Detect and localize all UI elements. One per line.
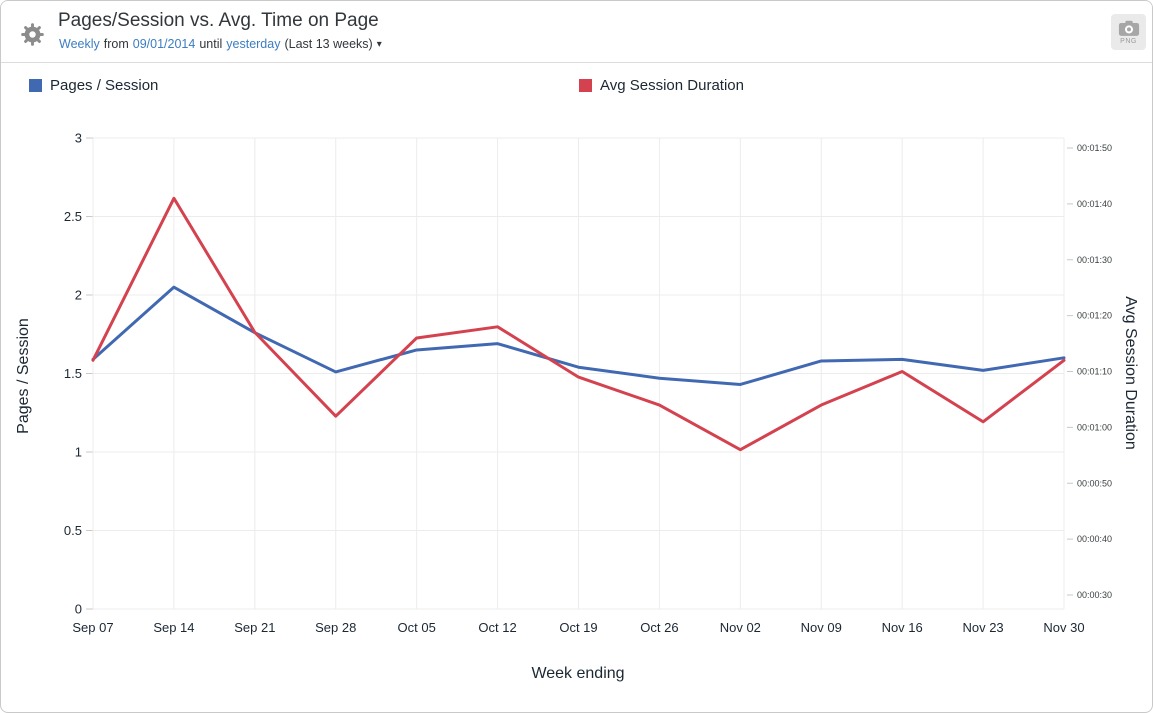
- page-title: Pages/Session vs. Avg. Time on Page: [58, 10, 379, 31]
- left-tick-label: 1.5: [64, 366, 82, 381]
- frequency-link[interactable]: Weekly: [59, 37, 100, 51]
- right-tick-label: 00:01:00: [1077, 422, 1112, 432]
- x-tick-label: Sep 21: [234, 620, 275, 635]
- legend-swatch-red: [579, 79, 592, 92]
- right-tick-label: 00:01:30: [1077, 255, 1112, 265]
- x-tick-label: Oct 19: [559, 620, 597, 635]
- legend-label: Pages / Session: [50, 77, 159, 94]
- gear-icon[interactable]: [20, 22, 45, 47]
- end-date-link[interactable]: yesterday: [226, 37, 281, 51]
- legend-item-avg-session-duration[interactable]: Avg Session Duration: [579, 77, 744, 94]
- x-tick-label: Oct 12: [478, 620, 516, 635]
- right-tick-label: 00:01:10: [1077, 367, 1112, 377]
- x-tick-label: Sep 14: [153, 620, 194, 635]
- x-tick-label: Sep 28: [315, 620, 356, 635]
- right-axis-title: Avg Session Duration: [1122, 296, 1139, 450]
- start-date-link[interactable]: 09/01/2014: [132, 37, 196, 51]
- right-tick-label: 00:00:30: [1077, 590, 1112, 600]
- widget-header: Pages/Session vs. Avg. Time on Page Week…: [1, 1, 1152, 63]
- legend-swatch-blue: [29, 79, 42, 92]
- right-tick-label: 00:00:50: [1077, 478, 1112, 488]
- range-note: (Last 13 weeks): [284, 37, 373, 51]
- right-tick-label: 00:00:40: [1077, 534, 1112, 544]
- right-tick-label: 00:01:50: [1077, 143, 1112, 153]
- right-tick-label: 00:01:40: [1077, 199, 1112, 209]
- left-tick-label: 0.5: [64, 523, 82, 538]
- x-tick-label: Nov 23: [962, 620, 1003, 635]
- x-tick-label: Nov 16: [882, 620, 923, 635]
- x-tick-label: Nov 09: [801, 620, 842, 635]
- left-tick-label: 2: [75, 288, 82, 303]
- until-label: until: [199, 37, 223, 51]
- export-png-button[interactable]: PNG: [1111, 14, 1146, 50]
- x-tick-label: Sep 07: [72, 620, 113, 635]
- left-axis-title: Pages / Session: [15, 318, 32, 434]
- avg-session-duration-line: [91, 196, 1066, 452]
- legend-label: Avg Session Duration: [600, 77, 744, 94]
- legend-item-pages-session[interactable]: Pages / Session: [29, 77, 158, 94]
- export-format-label: PNG: [1120, 37, 1137, 45]
- date-range-control: Weekly from 09/01/2014 until yesterday (…: [59, 37, 382, 51]
- right-tick-label: 00:01:20: [1077, 311, 1112, 321]
- x-tick-label: Nov 30: [1043, 620, 1084, 635]
- left-tick-label: 2.5: [64, 209, 82, 224]
- x-tick-label: Nov 02: [720, 620, 761, 635]
- x-axis-title: Week ending: [531, 665, 625, 682]
- x-tick-label: Oct 05: [398, 620, 436, 635]
- camera-icon: [1118, 20, 1139, 36]
- from-label: from: [103, 37, 129, 51]
- left-tick-label: 3: [75, 131, 82, 146]
- left-tick-label: 1: [75, 445, 82, 460]
- left-tick-label: 0: [75, 602, 82, 617]
- chevron-down-icon[interactable]: ▾: [376, 39, 382, 50]
- x-tick-label: Oct 26: [640, 620, 678, 635]
